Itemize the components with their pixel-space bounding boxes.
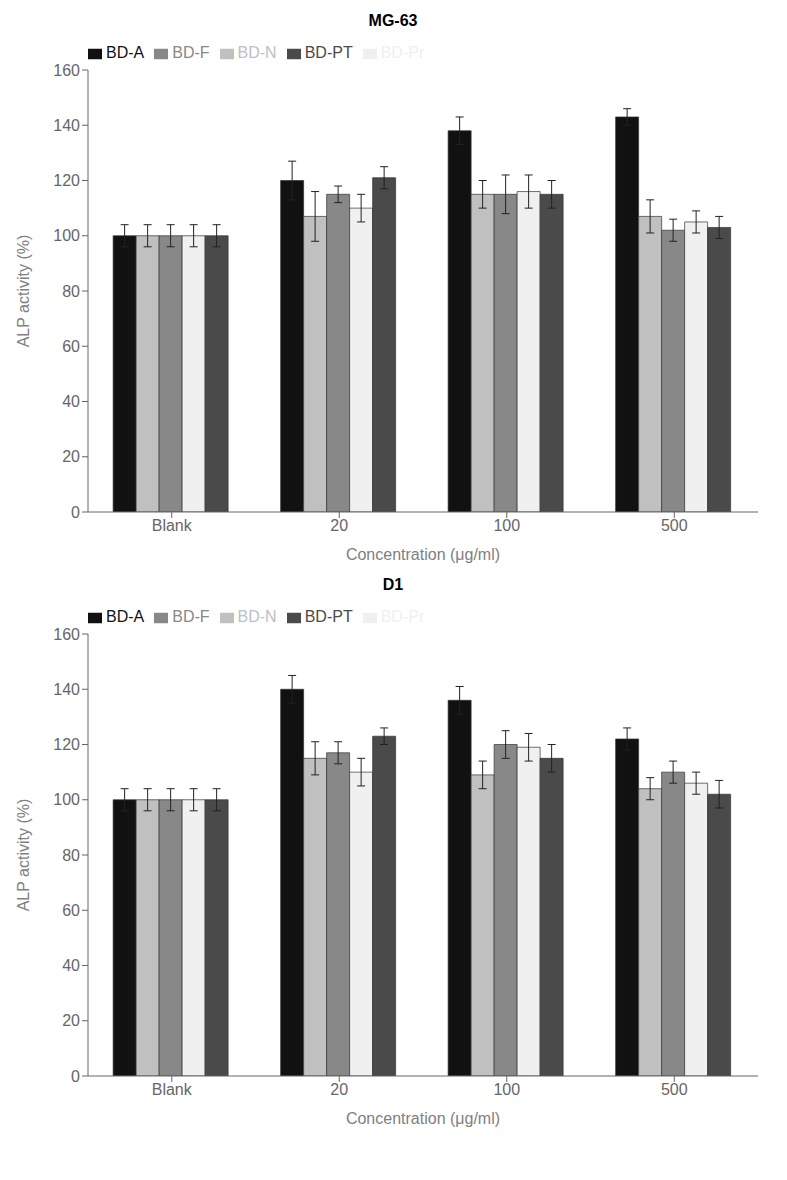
html-text:BD-F: BD-F (172, 44, 210, 61)
svg-text:100: 100 (493, 517, 520, 534)
svg-text:120: 120 (53, 172, 80, 189)
svg-text:0: 0 (71, 1068, 80, 1085)
html-text:BD-N: BD-N (237, 608, 277, 625)
svg-text:160: 160 (53, 62, 80, 79)
svg-text:140: 140 (53, 681, 80, 698)
svg-text:Concentration (μg/ml): Concentration (μg/ml) (346, 546, 500, 563)
svg-text:0: 0 (71, 504, 80, 521)
html-text:BD-A: BD-A (106, 44, 145, 61)
svg-text:140: 140 (53, 117, 80, 134)
svg-text:60: 60 (62, 338, 80, 355)
html-text:MG-63: MG-63 (368, 12, 418, 29)
svg-text:120: 120 (53, 736, 80, 753)
svg-text:20: 20 (330, 1081, 348, 1098)
svg-text:100: 100 (53, 227, 80, 244)
html-text:BD-PT: BD-PT (304, 608, 353, 625)
svg-text:500: 500 (661, 1081, 688, 1098)
html-text:D1: D1 (382, 576, 404, 593)
html-text:BD-Pr: BD-Pr (380, 44, 425, 61)
svg-text:80: 80 (62, 847, 80, 864)
svg-text:20: 20 (330, 517, 348, 534)
svg-text:160: 160 (53, 626, 80, 643)
svg-text:ALP activity (%): ALP activity (%) (15, 799, 32, 912)
svg-text:100: 100 (53, 791, 80, 808)
html-text:BD-Pr: BD-Pr (380, 608, 425, 625)
svg-text:ALP activity (%): ALP activity (%) (15, 235, 32, 348)
svg-text:40: 40 (62, 393, 80, 410)
html-text:BD-F: BD-F (172, 608, 210, 625)
html-text:BD-PT: BD-PT (304, 44, 353, 61)
html-text:BD-A: BD-A (106, 608, 145, 625)
svg-text:Concentration (μg/ml): Concentration (μg/ml) (346, 1110, 500, 1127)
svg-text:40: 40 (62, 957, 80, 974)
svg-text:20: 20 (62, 1012, 80, 1029)
svg-text:20: 20 (62, 448, 80, 465)
svg-text:Blank: Blank (152, 1081, 193, 1098)
svg-text:100: 100 (493, 1081, 520, 1098)
html-text:BD-N: BD-N (237, 44, 277, 61)
svg-text:80: 80 (62, 283, 80, 300)
svg-text:Blank: Blank (152, 517, 193, 534)
svg-text:500: 500 (661, 517, 688, 534)
svg-text:60: 60 (62, 902, 80, 919)
